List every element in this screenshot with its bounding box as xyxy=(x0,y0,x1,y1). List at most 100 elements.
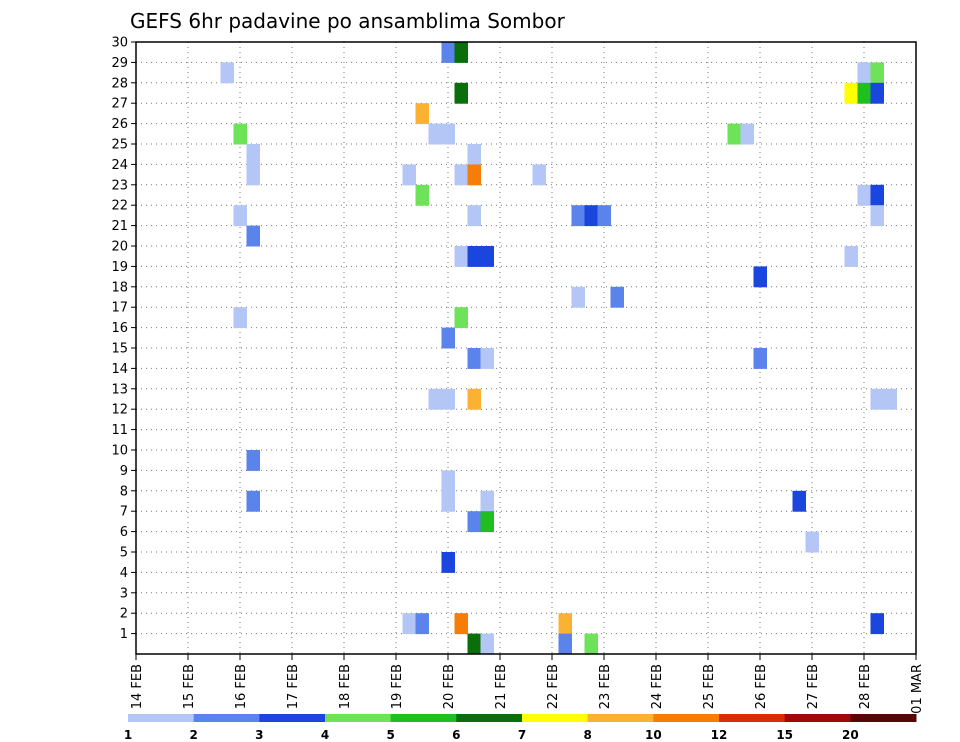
precip-cells xyxy=(220,42,897,655)
y-axis-ticks: 1234567891011121314151617181920212223242… xyxy=(111,36,136,642)
colorbar-label: 2 xyxy=(189,728,197,742)
precip-cell xyxy=(246,225,260,247)
precip-cell xyxy=(870,613,884,635)
colorbar-label: 7 xyxy=(518,728,526,742)
y-tick-label: 18 xyxy=(111,280,128,295)
x-axis-ticks: 14 FEB 15 FEB 16 FEB 17 FEB 18 FEB 19 FEB 20 F… xyxy=(130,654,925,714)
precip-cell xyxy=(857,184,871,206)
precip-cell xyxy=(454,246,468,267)
precip-cell xyxy=(792,490,806,512)
precip-cell xyxy=(441,123,455,145)
y-tick-label: 13 xyxy=(111,382,128,397)
precip-cell xyxy=(844,246,858,267)
precip-cell xyxy=(883,388,897,410)
precip-cell xyxy=(870,184,884,206)
y-tick-label: 5 xyxy=(120,546,128,561)
y-tick-label: 27 xyxy=(111,97,128,112)
precip-cell xyxy=(441,552,455,573)
y-tick-label: 1 xyxy=(120,627,128,642)
precip-cell xyxy=(870,62,884,84)
y-tick-label: 30 xyxy=(111,36,128,51)
precip-cell xyxy=(454,164,468,186)
x-tick-label: 28 FEB xyxy=(858,664,873,709)
y-tick-label: 14 xyxy=(111,362,128,377)
precip-cell xyxy=(467,144,481,165)
precip-cell xyxy=(467,511,481,533)
precip-cell xyxy=(870,82,884,104)
grid-lines xyxy=(136,42,916,654)
colorbar-segment xyxy=(128,714,195,722)
colorbar-label: 15 xyxy=(776,728,793,742)
y-tick-label: 11 xyxy=(111,423,128,438)
x-tick-label: 15 FEB xyxy=(182,664,197,709)
precip-cell xyxy=(467,164,481,186)
colorbar-segment xyxy=(456,714,523,722)
precip-cell xyxy=(428,123,442,145)
precip-cell xyxy=(584,633,598,655)
x-tick-label: 26 FEB xyxy=(754,664,769,709)
precip-cell xyxy=(571,205,585,227)
precip-cell xyxy=(467,388,481,410)
x-tick-label: 19 FEB xyxy=(390,664,405,709)
colorbar-label: 8 xyxy=(583,728,591,742)
x-tick-label: 27 FEB xyxy=(806,664,821,709)
x-tick-label: 25 FEB xyxy=(702,664,717,709)
y-tick-label: 26 xyxy=(111,117,128,132)
colorbar-segment xyxy=(719,714,786,722)
precip-cell xyxy=(870,205,884,227)
precip-cell xyxy=(415,613,429,635)
colorbar-segment xyxy=(653,714,720,722)
precip-cell xyxy=(441,388,455,410)
y-tick-label: 12 xyxy=(111,403,128,418)
precip-cell xyxy=(246,144,260,165)
precip-cell xyxy=(844,82,858,104)
precip-cell xyxy=(428,388,442,410)
precip-cell xyxy=(467,633,481,655)
precip-cell xyxy=(857,62,871,84)
x-tick-label: 22 FEB xyxy=(546,664,561,709)
x-tick-label: 24 FEB xyxy=(650,664,665,709)
precip-cell xyxy=(454,82,468,104)
y-tick-label: 21 xyxy=(111,219,128,234)
colorbar-label: 12 xyxy=(711,728,728,742)
x-tick-label: 01 MAR xyxy=(910,664,925,714)
colorbar-segment xyxy=(587,714,654,722)
colorbar-label: 6 xyxy=(452,728,460,742)
y-tick-label: 20 xyxy=(111,240,128,255)
y-tick-label: 23 xyxy=(111,178,128,193)
precip-cell xyxy=(584,205,598,227)
precip-cell xyxy=(415,103,429,125)
precip-cell xyxy=(480,511,494,533)
precip-cell xyxy=(220,62,234,84)
precip-cell xyxy=(467,348,481,369)
y-tick-label: 28 xyxy=(111,76,128,91)
colorbar-label: 1 xyxy=(124,728,132,742)
y-tick-label: 25 xyxy=(111,138,128,153)
precip-cell xyxy=(454,307,468,329)
precip-cell xyxy=(233,205,247,227)
precip-cell xyxy=(558,613,572,635)
y-tick-label: 22 xyxy=(111,199,128,214)
precip-cell xyxy=(454,613,468,635)
y-tick-label: 3 xyxy=(120,586,128,601)
precip-cell xyxy=(727,123,741,145)
colorbar-segment xyxy=(390,714,457,722)
precip-cell xyxy=(246,450,260,471)
y-tick-label: 19 xyxy=(111,260,128,275)
x-tick-label: 17 FEB xyxy=(286,664,301,709)
precip-cell xyxy=(233,123,247,145)
y-tick-label: 17 xyxy=(111,301,128,316)
x-tick-label: 20 FEB xyxy=(442,664,457,709)
precip-cell xyxy=(402,164,416,186)
precip-cell xyxy=(610,286,624,308)
precip-cell xyxy=(480,490,494,512)
y-tick-label: 29 xyxy=(111,56,128,71)
precip-cell xyxy=(480,348,494,369)
y-tick-label: 4 xyxy=(120,566,128,581)
y-tick-label: 2 xyxy=(120,607,128,622)
colorbar-label: 3 xyxy=(255,728,263,742)
x-tick-label: 14 FEB xyxy=(130,664,145,709)
precip-cell xyxy=(857,82,871,104)
precip-cell xyxy=(597,205,611,227)
